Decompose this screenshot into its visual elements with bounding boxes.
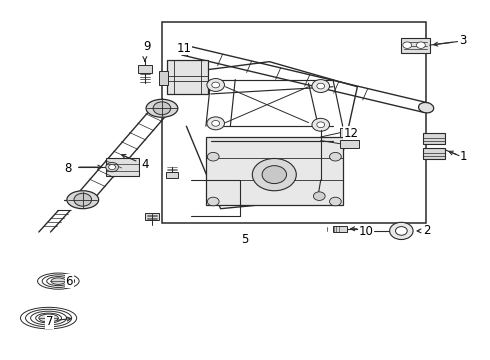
Text: 11: 11 — [176, 41, 192, 54]
Ellipse shape — [39, 314, 58, 322]
Circle shape — [395, 226, 407, 235]
Bar — [167, 60, 208, 94]
Bar — [340, 140, 359, 148]
Circle shape — [317, 83, 325, 89]
Text: 6: 6 — [66, 275, 73, 288]
Circle shape — [262, 166, 287, 184]
Text: 1: 1 — [460, 150, 467, 163]
Text: 3: 3 — [459, 34, 466, 48]
Circle shape — [207, 78, 224, 91]
Circle shape — [252, 158, 296, 191]
Circle shape — [317, 122, 325, 128]
Bar — [138, 64, 152, 73]
Ellipse shape — [67, 191, 98, 209]
Bar — [146, 213, 159, 220]
Circle shape — [106, 162, 119, 172]
Text: 9: 9 — [144, 40, 151, 53]
Circle shape — [74, 193, 92, 206]
Text: 2: 2 — [423, 224, 431, 238]
Bar — [340, 128, 359, 137]
Circle shape — [403, 42, 412, 48]
Circle shape — [207, 197, 219, 206]
Ellipse shape — [418, 103, 434, 113]
Text: 10: 10 — [359, 225, 373, 238]
Circle shape — [212, 82, 220, 88]
Circle shape — [109, 165, 116, 170]
Circle shape — [207, 152, 219, 161]
Circle shape — [212, 121, 220, 126]
Circle shape — [330, 152, 341, 161]
Circle shape — [330, 197, 341, 206]
Text: 4: 4 — [141, 158, 148, 171]
Circle shape — [312, 118, 330, 131]
Text: 7: 7 — [46, 315, 53, 328]
Bar — [166, 172, 177, 178]
Bar — [206, 137, 343, 205]
Bar — [423, 148, 445, 159]
Ellipse shape — [146, 99, 178, 117]
Bar — [333, 226, 346, 232]
Circle shape — [390, 222, 413, 239]
Bar — [401, 38, 430, 53]
Bar — [423, 133, 445, 144]
Circle shape — [312, 80, 330, 93]
Circle shape — [153, 102, 171, 115]
Bar — [159, 71, 168, 85]
Bar — [162, 22, 426, 223]
Text: 12: 12 — [344, 127, 359, 140]
Circle shape — [207, 117, 224, 130]
Text: 5: 5 — [241, 233, 249, 246]
Circle shape — [314, 192, 325, 201]
Ellipse shape — [51, 278, 66, 284]
Text: 8: 8 — [64, 162, 72, 175]
Circle shape — [416, 42, 425, 48]
Bar — [106, 158, 139, 176]
